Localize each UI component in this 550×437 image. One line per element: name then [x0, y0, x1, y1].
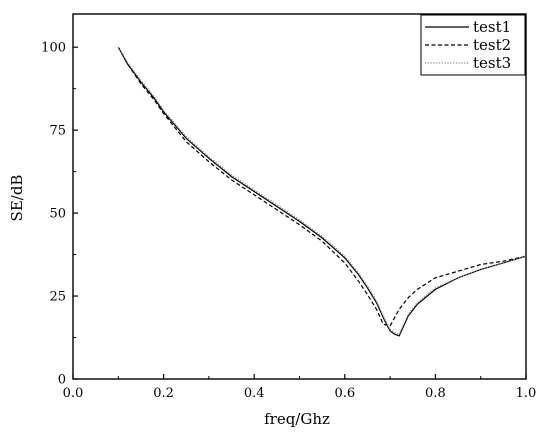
legend-label-test3: test3 [473, 54, 511, 72]
axis-ticks [72, 46, 527, 380]
legend-label-test2: test2 [473, 36, 511, 54]
y-tick-label: 75 [49, 124, 66, 139]
x-tick-label: 0.6 [334, 386, 355, 401]
y-tick-label: 100 [41, 41, 66, 56]
legend-label-test1: test1 [473, 18, 511, 36]
x-tick-label: 1.0 [516, 386, 537, 401]
y-tick-label: 0 [58, 373, 66, 388]
series-line-test3 [117, 46, 527, 335]
series-line-test1 [117, 46, 527, 337]
tick-labels: 0.0 0.2 0.4 0.6 0.8 1.0 0 25 50 75 100 [41, 41, 536, 401]
y-tick-label: 25 [49, 290, 66, 305]
x-axis-title: freq/Ghz [264, 410, 330, 428]
x-tick-label: 0.0 [63, 386, 84, 401]
y-tick-label: 50 [49, 207, 66, 222]
y-axis-title: SE/dB [8, 175, 26, 222]
x-tick-label: 0.2 [153, 386, 174, 401]
x-tick-label: 0.8 [425, 386, 446, 401]
series-lines [117, 46, 527, 337]
series-line-test2 [117, 46, 527, 327]
x-tick-label: 0.4 [244, 386, 265, 401]
